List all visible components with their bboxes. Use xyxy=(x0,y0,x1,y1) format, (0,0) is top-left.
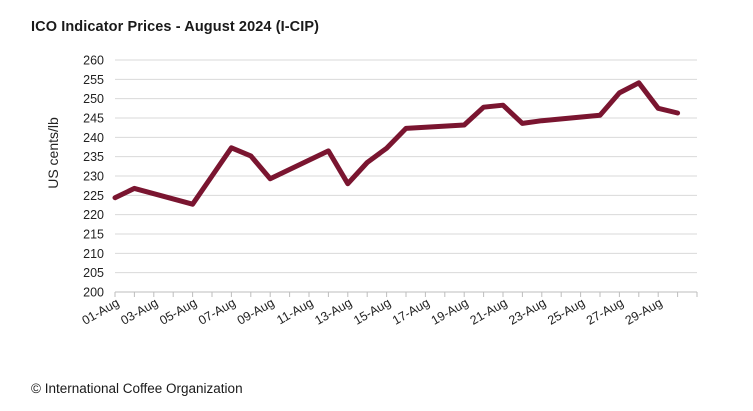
y-tick-label: 260 xyxy=(83,54,104,68)
copyright-footer: © International Coffee Organization xyxy=(31,381,243,396)
y-tick-label: 240 xyxy=(83,131,104,145)
x-tick-label: 19-Aug xyxy=(429,295,471,327)
y-axis-label: US cents/lb xyxy=(45,117,61,189)
x-tick-labels: 01-Aug03-Aug05-Aug07-Aug09-Aug11-Aug13-A… xyxy=(80,295,665,327)
x-tick-label: 29-Aug xyxy=(623,295,665,327)
y-tick-label: 215 xyxy=(83,228,104,242)
x-tick-label: 27-Aug xyxy=(584,295,626,327)
y-tick-label: 245 xyxy=(83,112,104,126)
y-tick-label: 220 xyxy=(83,208,104,222)
x-tick-label: 13-Aug xyxy=(312,295,354,327)
x-tick-label: 07-Aug xyxy=(196,295,238,327)
x-tick-label: 23-Aug xyxy=(506,295,548,327)
y-tick-label: 230 xyxy=(83,170,104,184)
gridlines xyxy=(114,59,698,297)
series-line-0 xyxy=(112,80,681,207)
x-tick-label: 03-Aug xyxy=(118,295,160,327)
y-tick-label: 250 xyxy=(83,92,104,106)
x-tick-label: 17-Aug xyxy=(390,295,432,327)
x-tick-label: 25-Aug xyxy=(545,295,587,327)
x-tick-label: 21-Aug xyxy=(468,295,510,327)
x-tick-label: 01-Aug xyxy=(80,295,122,327)
y-tick-label: 255 xyxy=(83,73,104,87)
y-tick-label: 210 xyxy=(83,247,104,261)
series-group xyxy=(112,80,681,207)
x-tick-label: 05-Aug xyxy=(157,295,199,327)
x-tick-label: 15-Aug xyxy=(351,295,393,327)
x-tick-label: 11-Aug xyxy=(274,295,315,327)
y-tick-label: 205 xyxy=(83,266,104,280)
y-tick-label: 235 xyxy=(83,150,104,164)
y-tick-label: 225 xyxy=(83,189,104,203)
y-tick-label: 200 xyxy=(83,286,104,300)
y-tick-labels: 200 205 210 215 220 225 230 235 240 245 250 255 260 xyxy=(83,54,104,300)
chart-title: ICO Indicator Prices - August 2024 (I-CI… xyxy=(31,19,320,35)
x-tick-label: 09-Aug xyxy=(235,295,277,327)
